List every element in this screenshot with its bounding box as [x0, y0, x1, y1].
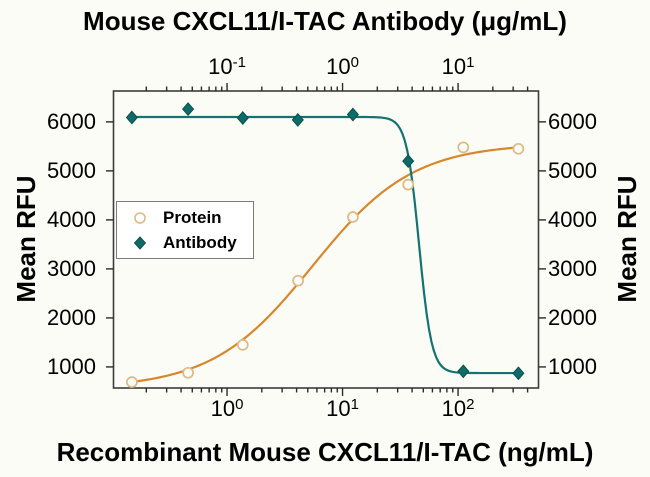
legend-item-protein: Protein [117, 207, 253, 229]
bottom-axis-tick-label: 101 [326, 396, 359, 421]
left-y-tick-label: 6000 [47, 108, 96, 134]
right-y-tick-label: 6000 [548, 108, 597, 134]
right-y-tick-label: 4000 [548, 206, 597, 232]
left-y-tick-label: 3000 [47, 255, 96, 281]
left-y-tick-label: 1000 [47, 353, 96, 379]
right-y-tick-label: 2000 [548, 304, 597, 330]
top-axis-tick-label: 10-1 [208, 54, 246, 79]
legend-label-antibody: Antibody [163, 232, 237, 252]
open-circle-icon [117, 211, 163, 225]
left-y-tick-label: 4000 [47, 206, 96, 232]
top-axis-tick-label: 100 [326, 54, 359, 79]
left-y-tick-label: 2000 [47, 304, 96, 330]
bottom-axis-tick-label: 102 [441, 396, 475, 421]
right-y-tick-label: 1000 [548, 353, 597, 379]
top-axis-tick-label: 101 [441, 54, 475, 79]
filled-diamond-icon [117, 235, 163, 250]
right-y-tick-label: 3000 [548, 255, 597, 281]
legend-item-antibody: Antibody [117, 232, 253, 254]
top-axis-title: Mouse CXCL11/I-TAC Antibody (μg/mL) [83, 6, 567, 36]
legend-label-protein: Protein [163, 207, 222, 227]
right-y-tick-label: 5000 [548, 157, 597, 183]
legend: Protein Antibody [116, 201, 254, 259]
bottom-axis-tick-label: 100 [210, 396, 244, 421]
bottom-axis-title: Recombinant Mouse CXCL11/I-TAC (ng/mL) [56, 437, 594, 467]
left-y-tick-label: 5000 [47, 157, 96, 183]
